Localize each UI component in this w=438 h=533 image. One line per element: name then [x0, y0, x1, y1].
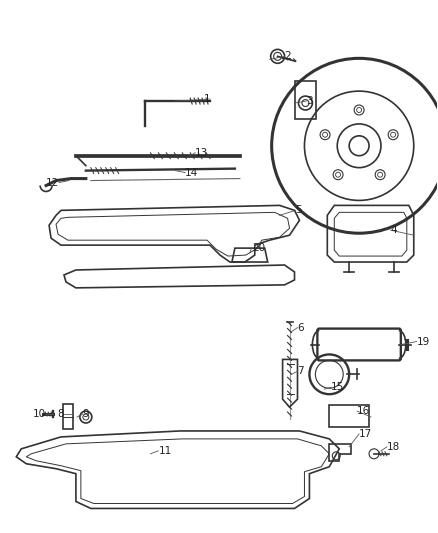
Text: 3: 3: [307, 96, 313, 106]
Text: 1: 1: [203, 94, 210, 104]
Text: 9: 9: [83, 409, 89, 419]
Text: 6: 6: [297, 322, 304, 333]
Text: 16: 16: [357, 406, 371, 416]
Text: 17: 17: [359, 429, 372, 439]
Text: 11: 11: [159, 446, 172, 456]
Text: 13: 13: [195, 148, 208, 158]
Text: 19: 19: [417, 336, 430, 346]
Text: 4: 4: [391, 225, 398, 235]
Text: 18: 18: [387, 442, 400, 452]
Text: 5: 5: [296, 205, 302, 215]
Text: 8: 8: [57, 409, 64, 419]
Text: 20: 20: [252, 243, 265, 253]
Text: 10: 10: [33, 409, 46, 419]
Text: 7: 7: [297, 366, 304, 376]
Text: 14: 14: [185, 167, 198, 177]
Text: 15: 15: [331, 382, 345, 392]
Text: 2: 2: [285, 51, 291, 61]
Text: 12: 12: [46, 177, 59, 188]
